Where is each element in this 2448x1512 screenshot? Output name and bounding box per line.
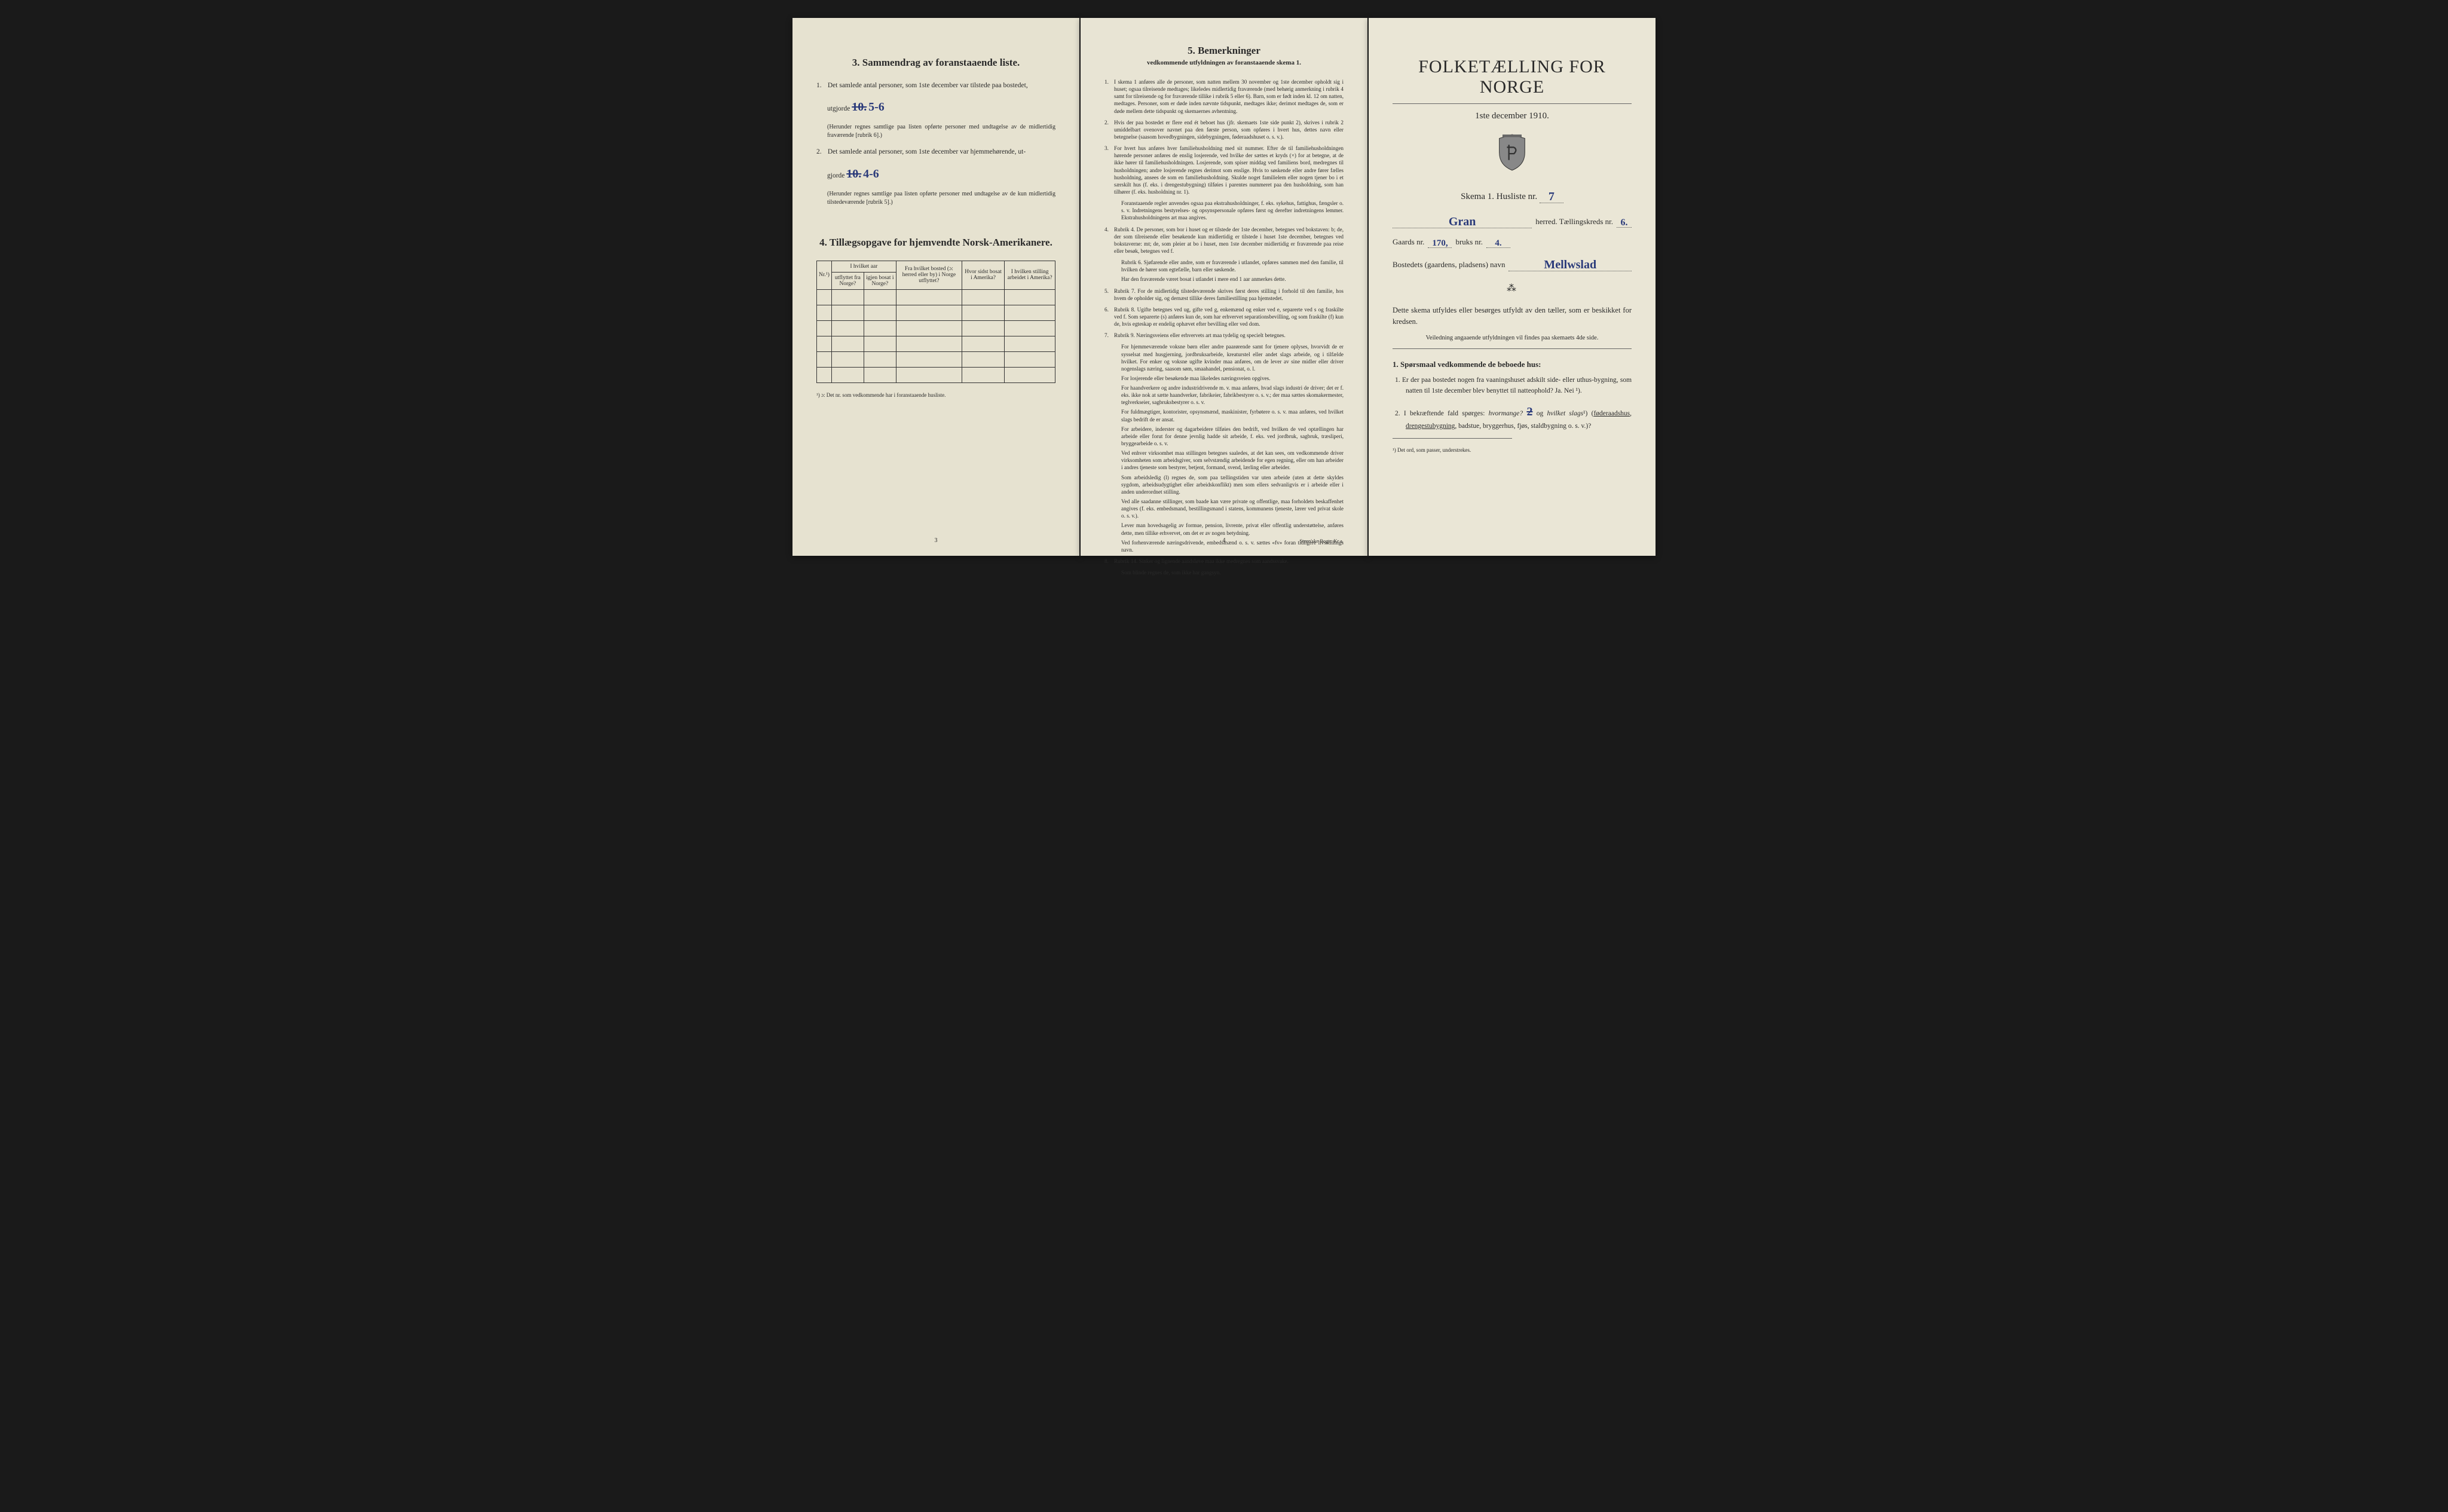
page-middle: 5. Bemerkninger vedkommende utfyldningen… <box>1081 18 1367 556</box>
page-right: FOLKETÆLLING FOR NORGE 1ste december 191… <box>1369 18 1656 556</box>
table-row <box>817 367 1055 382</box>
census-date: 1ste december 1910. <box>1393 111 1632 121</box>
item-2-text: Det samlede antal personer, som 1ste dec… <box>828 148 1026 155</box>
remark-2: Hvis der paa bostedet er flere end ét be… <box>1114 119 1344 140</box>
main-title: FOLKETÆLLING FOR NORGE <box>1393 57 1632 97</box>
item-2-line2: gjorde 10. 4-6 <box>827 165 1055 183</box>
document-spread: 3. Sammendrag av foranstaaende liste. 1.… <box>792 18 1656 556</box>
questions-block: 1. Spørsmaal vedkommende de beboede hus:… <box>1393 360 1632 431</box>
gaards-nr: 170, <box>1432 238 1448 248</box>
para-e: For arbeidere, inderster og dagarbeidere… <box>1121 426 1344 447</box>
th-returned: igjen bosat i Norge? <box>864 272 896 289</box>
remark-3: For hvert hus anføres hver familiehushol… <box>1114 145 1344 195</box>
para-b: For losjerende eller besøkende maa likel… <box>1121 375 1344 382</box>
item-2: 2. Det samlede antal personer, som 1ste … <box>816 147 1055 157</box>
table-row <box>817 289 1055 305</box>
bosted-name: Mellwslad <box>1544 258 1596 271</box>
para-d: For fuldmægtiger, kontorister, opsynsmæn… <box>1121 408 1344 423</box>
question-1: 1. Er der paa bostedet nogen fra vaaning… <box>1406 375 1632 397</box>
remark-1: I skema 1 anføres alle de personer, som … <box>1114 78 1344 115</box>
page-left: 3. Sammendrag av foranstaaende liste. 1.… <box>792 18 1079 556</box>
para-i: Lever man hovedsagelig av formue, pensio… <box>1121 522 1344 536</box>
th-work: I hvilken stilling arbeidet i Amerika? <box>1005 261 1055 289</box>
para-h: Ved alle saadanne stillinger, som baade … <box>1121 498 1344 519</box>
bruks-nr: 4. <box>1495 238 1501 248</box>
remark-3b: Foranstaaende regler anvendes ogsaa paa … <box>1121 200 1344 221</box>
item-1-line2: utgjorde 10. 5-6 <box>827 98 1055 116</box>
item-2-struck: 10. <box>846 167 861 180</box>
item-2-num: 2. <box>816 147 826 157</box>
section-5-subtitle: vedkommende utfyldningen av foranstaaend… <box>1104 59 1344 66</box>
section-5-title: 5. Bemerkninger <box>1104 45 1344 57</box>
herred-name: Gran <box>1449 215 1476 228</box>
rule-3 <box>1393 438 1512 439</box>
husliste-nr: 7 <box>1549 190 1555 203</box>
q-heading: 1. Spørsmaal vedkommende de beboede hus: <box>1393 360 1632 369</box>
table-row <box>817 320 1055 336</box>
america-table: Nr.¹) I hvilket aar Fra hvilket bosted (… <box>816 261 1055 383</box>
section-4-title: 4. Tillægsopgave for hjemvendte Norsk-Am… <box>816 237 1055 249</box>
th-year-top: I hvilket aar <box>831 261 896 272</box>
para-f: Ved enhver virksomhet maa stillingen bet… <box>1121 449 1344 471</box>
title-rule <box>1393 103 1632 104</box>
table-row <box>817 305 1055 320</box>
remark-8b: Som blinde regnes de, som ikke har gangs… <box>1121 569 1344 576</box>
kreds-nr: 6. <box>1621 218 1628 228</box>
remark-4: Rubrik 4. De personer, som bor i huset o… <box>1114 226 1344 255</box>
page-number-3: 3 <box>816 537 1055 544</box>
remark-8: Rubrik 14. Sinker og lignende aandsløve … <box>1114 558 1344 565</box>
item-1-label: utgjorde <box>827 105 850 112</box>
table-row <box>817 336 1055 351</box>
item-1-struck: 10. <box>852 100 867 114</box>
coat-of-arms-icon <box>1393 133 1632 175</box>
section-3-title: 3. Sammendrag av foranstaaende liste. <box>816 57 1055 69</box>
para-c: For haandverkere og andre industridriven… <box>1121 384 1344 406</box>
q2-hand: 2 <box>1526 405 1532 418</box>
remarks-list: 1.I skema 1 anføres alle de personer, so… <box>1104 78 1344 576</box>
th-emigrated: utflyttet fra Norge? <box>831 272 864 289</box>
table-footnote: ¹) ɔ: Det nr. som vedkommende har i fora… <box>816 392 1055 398</box>
remark-4b: Rubrik 6. Sjøfarende eller andre, som er… <box>1121 259 1344 273</box>
herred-line: Gran herred. Tællingskreds nr. 6. <box>1393 214 1632 228</box>
para-a: For hjemmeværende voksne børn eller andr… <box>1121 343 1344 372</box>
item-2-handwritten: 4-6 <box>863 167 879 180</box>
item-1-num: 1. <box>816 81 826 91</box>
item-1: 1. Det samlede antal personer, som 1ste … <box>816 81 1055 91</box>
instruction-2: Veiledning angaaende utfyldningen vil fi… <box>1393 333 1632 343</box>
item-1-fine: (Herunder regnes samtlige paa listen opf… <box>827 123 1055 140</box>
remark-5: Rubrik 7. For de midlertidig tilstedevær… <box>1114 287 1344 302</box>
bosted-line: Bostedets (gaardens, pladsens) navn Mell… <box>1393 257 1632 271</box>
remark-6: Rubrik 8. Ugifte betegnes ved ug, gifte … <box>1114 306 1344 328</box>
item-1-text: Det samlede antal personer, som 1ste dec… <box>828 82 1028 89</box>
th-from: Fra hvilket bosted (ɔ: herred eller by) … <box>896 261 962 289</box>
footnote-right: ¹) Det ord, som passer, understrekes. <box>1393 447 1632 453</box>
printer-mark: Steen'ske Bogtr. Kr.a. <box>1299 538 1344 544</box>
table-row <box>817 351 1055 367</box>
gaards-line: Gaards nr. 170, bruks nr. 4. <box>1393 237 1632 248</box>
remark-7: Rubrik 9. Næringsveiens eller erhvervets… <box>1114 332 1344 339</box>
remark-4c: Har den fraværende været bosat i utlande… <box>1121 276 1344 283</box>
item-1-handwritten: 5-6 <box>868 100 885 114</box>
item-2-label: gjorde <box>827 172 844 179</box>
th-nr: Nr.¹) <box>817 261 832 289</box>
question-2: 2. I bekræftende fald spørges: hvormange… <box>1406 403 1632 432</box>
instruction-1: Dette skema utfyldes eller besørges utfy… <box>1393 305 1632 328</box>
th-where: Hvor sidst bosat i Amerika? <box>962 261 1004 289</box>
rule-2 <box>1393 348 1632 349</box>
para-g: Som arbeidsledig (l) regnes de, som paa … <box>1121 474 1344 495</box>
ornament-separator: ⁂ <box>1393 282 1632 294</box>
item-2-fine: (Herunder regnes samtlige paa listen opf… <box>827 190 1055 207</box>
skema-line: Skema 1. Husliste nr. 7 <box>1393 189 1632 203</box>
